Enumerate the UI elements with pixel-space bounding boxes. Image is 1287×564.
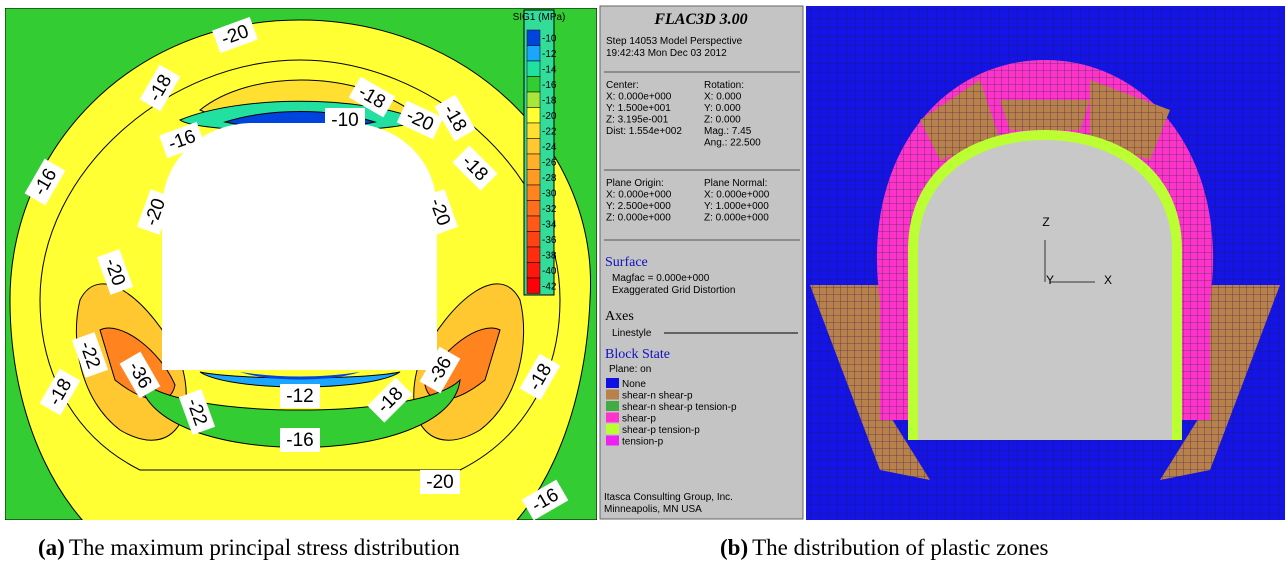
legend-level: -40 [542,266,557,277]
figure: SIG1 (MPa) -10 -12 -14 -16 -18 -20 -22 -24 -26 -2… [0,0,1287,564]
section-heading: Axes [605,309,634,324]
legend-swatch [527,77,540,93]
legend-level: -28 [542,173,557,184]
info-line: Z: 0.000 [704,115,741,126]
legend-level: -26 [542,158,557,169]
caption-text: The maximum principal stress distributio… [69,535,460,560]
legend-entry: shear-n shear-p [622,391,693,402]
info-line: Itasca Consulting Group, Inc. [604,492,733,503]
legend-swatch [527,278,540,294]
legend-swatch [527,108,540,124]
legend-level: -38 [542,251,557,262]
legend-swatch [527,30,540,46]
legend-entry: shear-p tension-p [622,425,700,436]
info-line: Magfac = 0.000e+000 [612,273,710,284]
legend-swatch [527,123,540,139]
legend-level: -16 [542,80,557,91]
info-line: Minneapolis, MN USA [604,504,702,515]
legend-swatch [606,390,619,400]
legend-level: -20 [542,111,557,122]
page: {"panel_a": { "legend_title": "SIG1 (MPa… [0,0,1287,564]
info-line: Dist: 1.554e+002 [606,126,682,137]
info-line: 19:42:43 Mon Dec 03 2012 [606,48,727,59]
legend-swatch [606,401,619,411]
legend-swatch [527,46,540,62]
info-line: Y: 1.500e+001 [606,103,671,114]
axis-label: Z [1042,215,1049,229]
caption-text: The distribution of plastic zones [752,535,1048,560]
legend-entry: None [622,379,646,390]
legend-level: -24 [542,142,557,153]
section-heading: Surface [605,255,648,270]
contour-value: -10 [331,110,358,131]
contour-value: -12 [286,386,313,407]
legend-swatch [527,232,540,248]
info-line: Plane Normal: [704,178,767,189]
legend-entry: shear-p [622,414,656,425]
axis-label: X [1104,273,1112,287]
contour-label: -12 [280,384,320,408]
legend-swatch [606,413,619,423]
info-line: X: 0.000e+000 [606,190,672,201]
info-title: FLAC3D 3.00 [653,11,747,28]
legend-swatch [527,139,540,155]
contour-label: -10 [325,108,365,132]
legend-level: -30 [542,189,557,200]
caption-tag: (b) [720,535,748,560]
legend-swatch [527,185,540,201]
legend-level: -12 [542,49,557,60]
info-line: Linestyle [612,328,652,339]
legend-swatch [527,170,540,186]
info-line: X: 0.000e+000 [606,92,672,103]
info-line: Plane Origin: [606,178,664,189]
caption: (a)The maximum principal stress distribu… [38,535,460,560]
info-line: Plane: on [609,364,651,375]
contour-value: -20 [426,472,453,493]
legend-level: -14 [542,65,557,76]
caption-tag: (a) [38,535,65,560]
info-line: X: 0.000e+000 [704,190,770,201]
legend-level: -32 [542,204,557,215]
caption: (b)The distribution of plastic zones [720,535,1049,560]
info-line: Y: 1.000e+000 [704,201,769,212]
legend-level: -18 [542,96,557,107]
info-line: Step 14053 Model Perspective [606,36,743,47]
legend-level: -36 [542,235,557,246]
info-line: X: 0.000 [704,92,742,103]
plastic-zone-plot: Z Y X [806,6,1285,520]
legend-level: -22 [542,127,557,138]
info-line: Rotation: [704,80,744,91]
contour-value: -16 [286,430,313,451]
info-line: Center: [606,80,639,91]
legend-swatch [527,61,540,77]
legend-level: -34 [542,220,557,231]
legend-swatch [527,216,540,232]
legend-swatch [606,378,619,388]
info-line: Ang.: 22.500 [704,138,761,149]
legend-level: -10 [542,34,557,45]
info-line: Z: 0.000e+000 [606,213,671,224]
legend-swatch [527,263,540,279]
contour-label: -16 [280,428,320,452]
legend-level: -42 [542,282,557,293]
info-line: Z: 0.000e+000 [704,213,769,224]
axis-label: Y [1046,273,1054,287]
legend-entry: tension-p [622,437,664,448]
legend-swatch [606,424,619,434]
section-heading: Block State [605,347,670,362]
legend-swatch [606,436,619,446]
stress-contour-plot [5,8,597,560]
info-line: Mag.: 7.45 [704,126,752,137]
legend-swatch [527,154,540,170]
legend-swatch [527,247,540,263]
info-line: Y: 2.500e+000 [606,201,671,212]
legend-entry: shear-n shear-p tension-p [622,402,737,413]
info-line: Z: 3.195e-001 [606,115,669,126]
info-line: Y: 0.000 [704,103,741,114]
legend-title: SIG1 (MPa) [513,12,566,23]
legend-swatch [527,92,540,108]
legend-swatch [527,201,540,217]
info-line: Exaggerated Grid Distortion [612,285,735,296]
contour-label: -20 [420,470,460,494]
